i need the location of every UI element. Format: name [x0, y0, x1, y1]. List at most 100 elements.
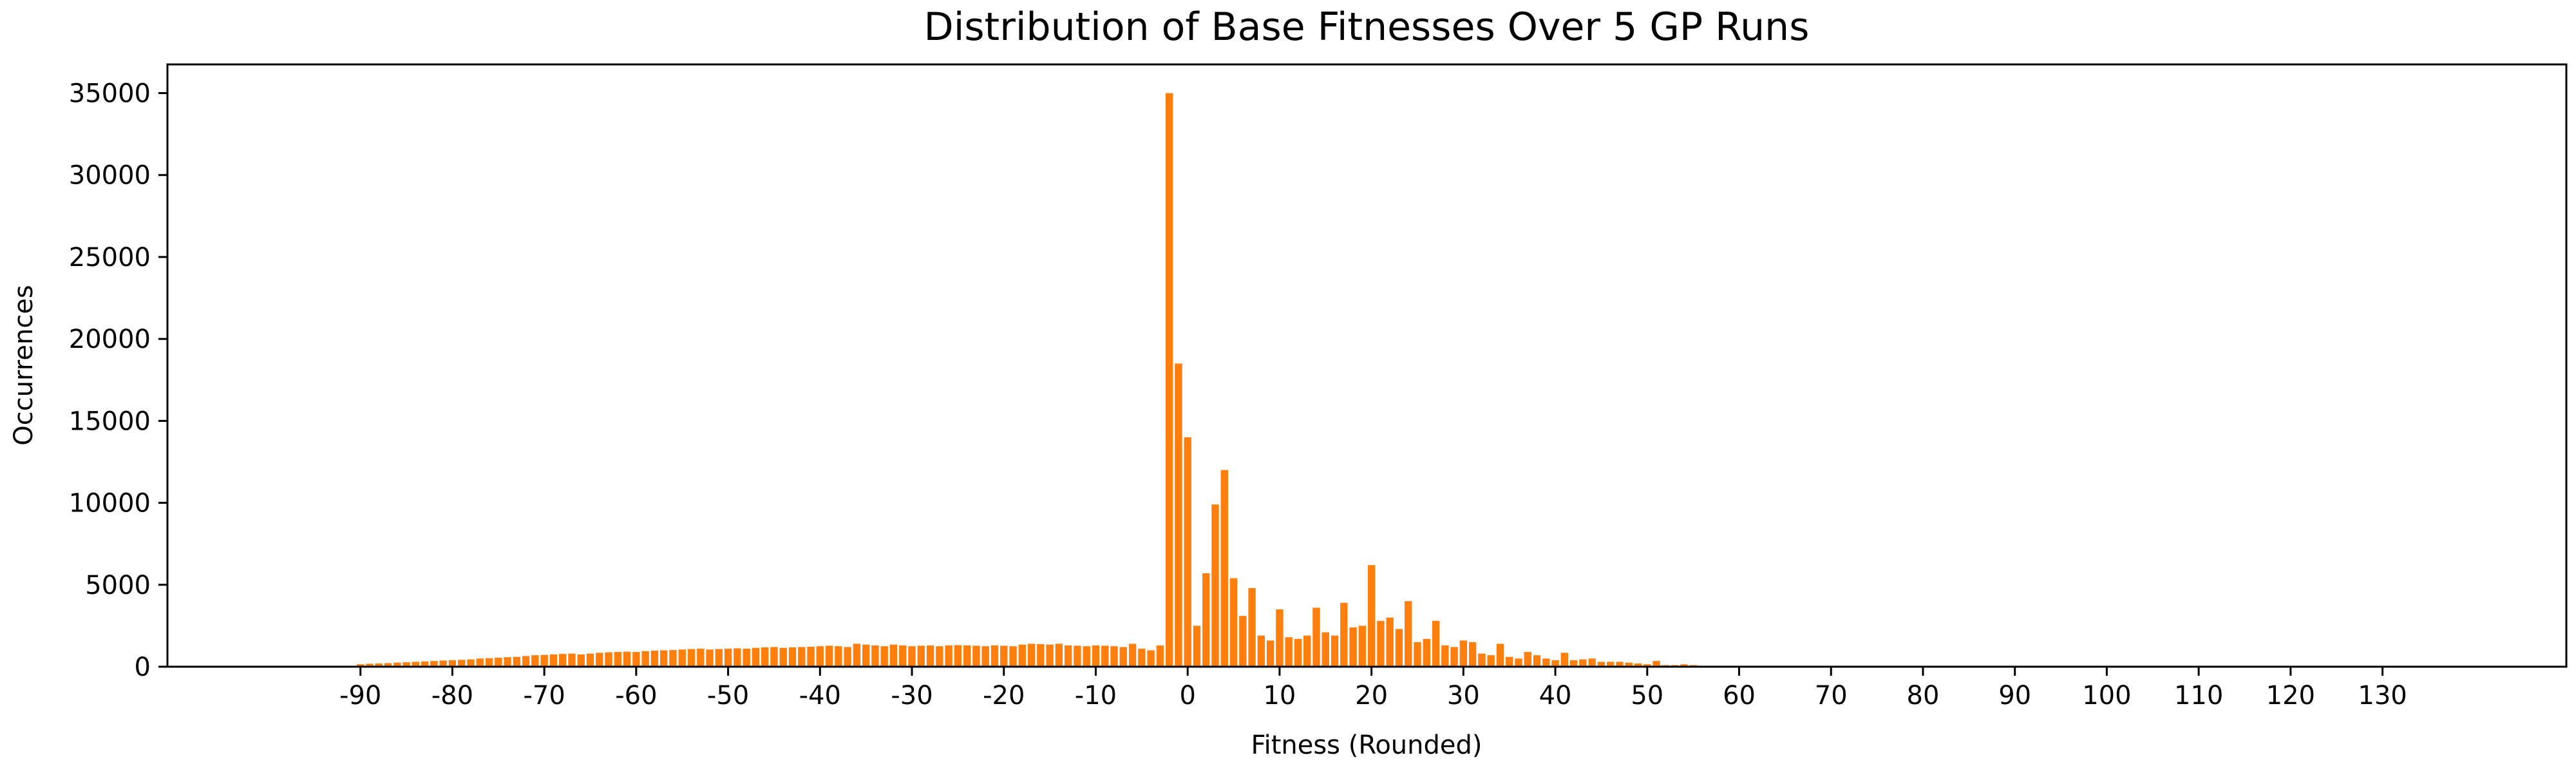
bar [779, 647, 787, 667]
bar [715, 649, 723, 667]
y-tick-label: 15000 [69, 406, 151, 436]
bar [1303, 635, 1311, 667]
bar [1128, 644, 1137, 667]
bar [853, 644, 861, 667]
bars-group [357, 93, 2387, 667]
bar [1506, 656, 1513, 667]
bar [1266, 640, 1274, 667]
x-axis-ticks: -90 -80 -70 -60 -50 -40 -30 -20 -10 0 10 20 30 40 50 60… [339, 667, 2407, 711]
bar [880, 646, 888, 667]
y-tick-label: 5000 [85, 571, 151, 600]
chart-title: Distribution of Base Fitnesses Over 5 GP… [924, 5, 1810, 50]
bar [697, 649, 705, 667]
bar [1625, 662, 1633, 667]
bar [844, 647, 851, 667]
bar [458, 660, 466, 667]
bar [1184, 437, 1191, 667]
bar [889, 644, 898, 667]
bar [485, 658, 493, 667]
bar [1588, 658, 1596, 667]
y-tick-label: 20000 [69, 325, 151, 354]
x-tick-label: 60 [1723, 681, 1756, 711]
y-axis-title: Occurrences [9, 285, 39, 446]
x-tick-label: -50 [707, 681, 749, 711]
bar [1414, 642, 1421, 667]
bar [908, 646, 916, 667]
x-tick-label: 100 [2082, 681, 2131, 711]
bar [1395, 629, 1403, 667]
bar [1377, 620, 1385, 667]
bar [1653, 661, 1660, 667]
x-axis-title: Fitness (Rounded) [1251, 730, 1482, 760]
bar [568, 653, 576, 667]
bar [504, 657, 511, 667]
bar [1037, 644, 1045, 667]
bar [862, 644, 870, 667]
x-tick-label: 0 [1179, 681, 1195, 711]
bar [981, 646, 989, 667]
bar [1515, 658, 1522, 667]
bar [1331, 635, 1339, 667]
bar [1147, 650, 1155, 667]
bar [743, 649, 750, 667]
bar [586, 653, 594, 667]
x-tick-label: -10 [1075, 681, 1117, 711]
bar [1432, 620, 1440, 667]
bar [724, 649, 732, 667]
bar [917, 645, 925, 667]
bar [1110, 646, 1118, 667]
bar [1009, 646, 1017, 667]
bar [936, 646, 943, 667]
bar [1294, 638, 1302, 667]
bar [513, 656, 521, 667]
bar [835, 646, 842, 667]
bar [1175, 363, 1182, 667]
bar [384, 663, 392, 667]
bar [1643, 664, 1651, 667]
bar [558, 654, 567, 667]
bar [540, 654, 548, 667]
bar [393, 662, 401, 667]
bar [798, 647, 806, 667]
bar [495, 658, 502, 667]
bar [1193, 625, 1201, 667]
bar [1083, 646, 1090, 667]
bar [1027, 644, 1036, 667]
bar [706, 649, 714, 667]
bar [1229, 578, 1238, 667]
bar [899, 645, 907, 667]
bar [1211, 504, 1219, 667]
bar [1579, 659, 1587, 667]
bar [1248, 587, 1256, 667]
bar [1405, 601, 1412, 667]
bar [448, 660, 457, 667]
bar [1257, 635, 1265, 667]
bar [1138, 649, 1146, 667]
bar [1560, 653, 1569, 667]
bar [678, 649, 686, 667]
x-tick-label: -90 [339, 681, 381, 711]
x-tick-label: 110 [2174, 681, 2223, 711]
x-tick-label: 30 [1447, 681, 1480, 711]
bar [1459, 640, 1468, 667]
bar [659, 650, 668, 667]
x-tick-label: 120 [2266, 681, 2315, 711]
bar [1468, 642, 1477, 667]
bar [1220, 470, 1228, 667]
bar [531, 655, 539, 667]
bar [605, 652, 612, 667]
x-tick-label: 90 [1998, 681, 2031, 711]
bar [1092, 645, 1100, 667]
bar [945, 645, 952, 667]
bar [954, 645, 962, 667]
x-tick-label: 40 [1539, 681, 1572, 711]
bar [357, 664, 365, 667]
bar [871, 645, 879, 667]
bar [412, 662, 420, 667]
bar [632, 652, 640, 667]
x-tick-label: 10 [1263, 681, 1296, 711]
x-tick-label: -70 [523, 681, 565, 711]
bar [476, 658, 484, 667]
bar [467, 659, 475, 667]
